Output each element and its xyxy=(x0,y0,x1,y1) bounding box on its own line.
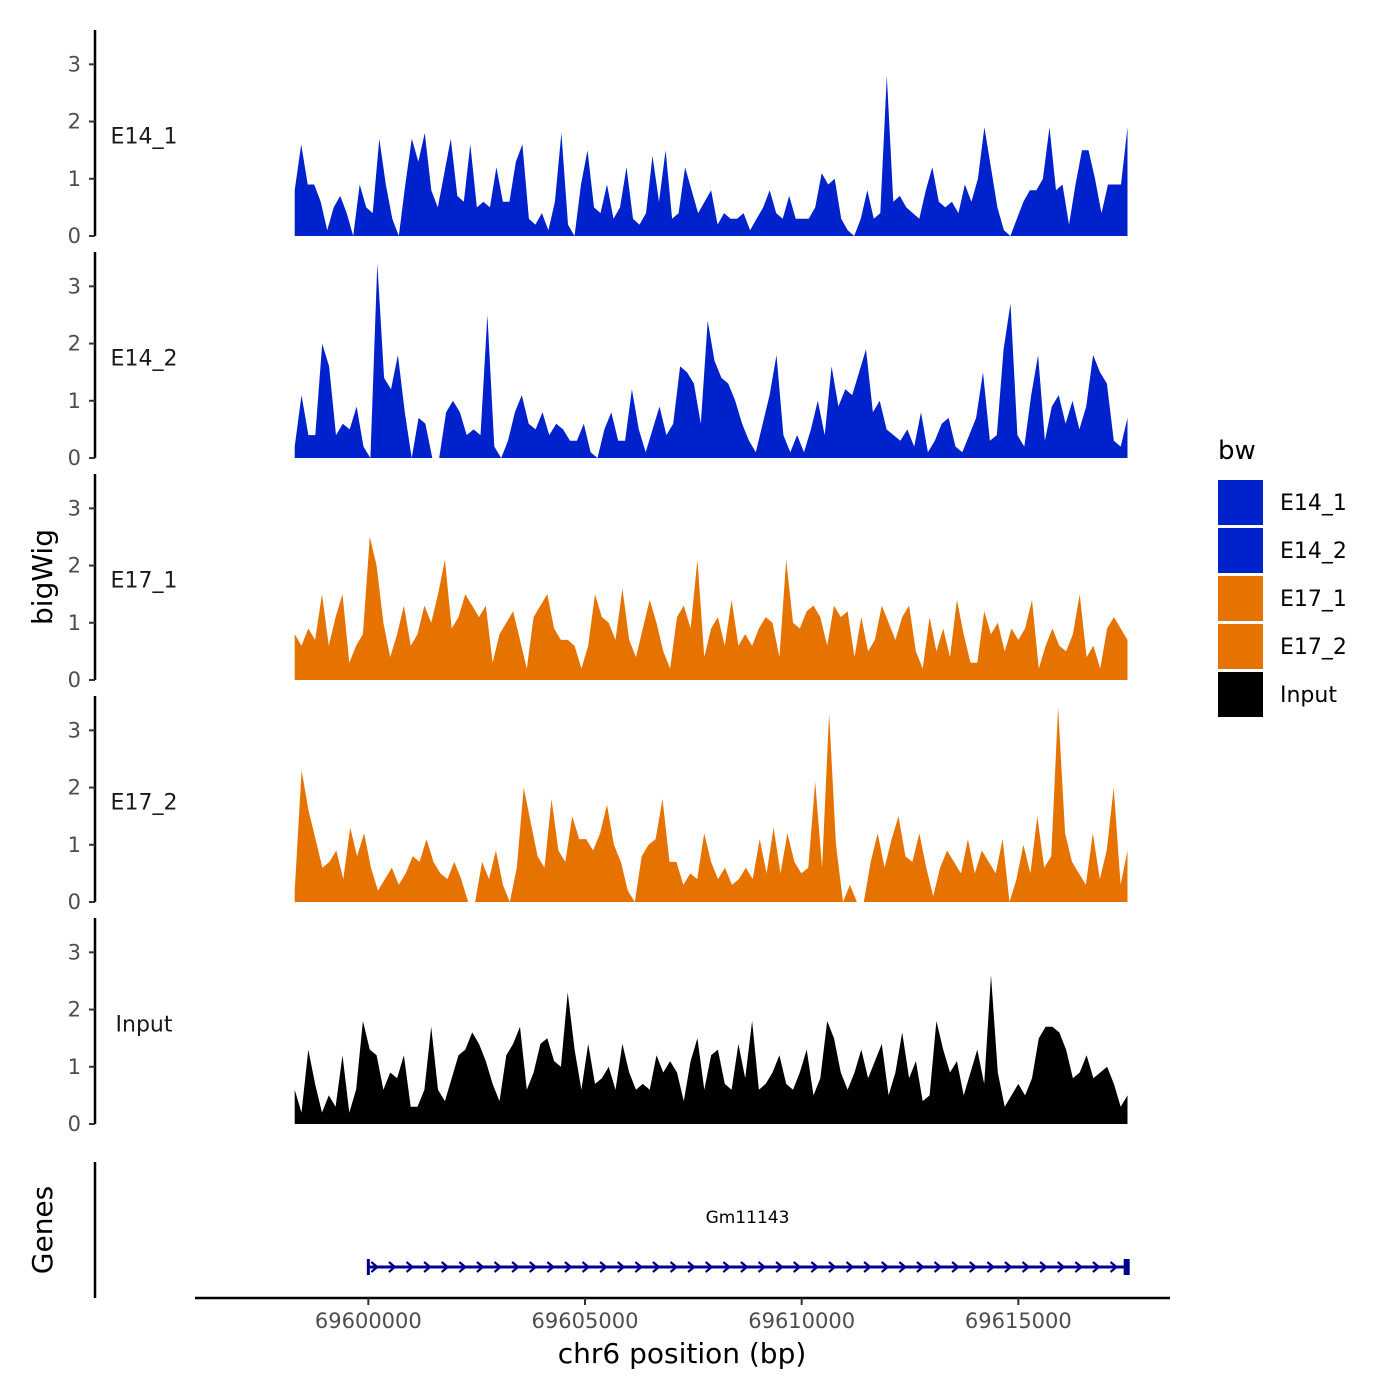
x-axis-title: chr6 position (bp) xyxy=(558,1337,807,1370)
track-label-E17_1: E17_1 xyxy=(111,569,178,594)
x-tick-label: 69600000 xyxy=(315,1309,422,1333)
legend-title: bw xyxy=(1218,436,1256,466)
gene-Gm11143: Gm11143 xyxy=(366,1208,1130,1275)
track-panel-E14_2: 0 1 2 3 E14_2 xyxy=(68,252,1128,470)
y-tick-label: 2 xyxy=(68,554,81,578)
legend-key-E14_2 xyxy=(1218,528,1263,573)
y-tick-label: 3 xyxy=(68,496,81,520)
y-tick-label: 3 xyxy=(68,718,81,742)
x-ticks: 69600000 69605000 69610000 69615000 xyxy=(315,1298,1072,1333)
legend-label-E17_1: E17_1 xyxy=(1280,587,1347,612)
y-tick-label: 2 xyxy=(68,776,81,800)
y-tick-label: 0 xyxy=(68,224,81,248)
signal-area-E14_1 xyxy=(294,75,1128,236)
x-axis: 69600000 69605000 69610000 69615000 chr6 po… xyxy=(195,1296,1170,1370)
legend-items: E14_1 E14_2 E17_1 E17_2 Input xyxy=(1218,480,1347,717)
legend-key-E17_2 xyxy=(1218,624,1263,669)
y-tick-label: 1 xyxy=(68,1055,81,1079)
legend-label-E17_2: E17_2 xyxy=(1280,635,1347,660)
genes-axis-title: Genes xyxy=(26,1186,59,1274)
y-tick-label: 0 xyxy=(68,446,81,470)
legend: bw E14_1 E14_2 E17_1 E17_2 Input xyxy=(1218,436,1347,717)
y-tick-label: 1 xyxy=(68,167,81,191)
track-panel-E17_2: 0 1 2 3 E17_2 xyxy=(68,696,1128,914)
x-tick-label: 69605000 xyxy=(532,1309,639,1333)
legend-label-E14_1: E14_1 xyxy=(1280,491,1347,516)
y-tick-label: 2 xyxy=(68,998,81,1022)
track-panel-E17_1: 0 1 2 3 E17_1 xyxy=(68,474,1128,692)
legend-key-E17_1 xyxy=(1218,576,1263,621)
x-tick-label: 69610000 xyxy=(748,1309,855,1333)
signal-area-E14_2 xyxy=(294,263,1128,458)
y-tick-label: 3 xyxy=(68,940,81,964)
y-tick-label: 1 xyxy=(68,833,81,857)
y-tick-label: 2 xyxy=(68,332,81,356)
gene-end-cap xyxy=(1123,1259,1130,1275)
gene-strand-arrows xyxy=(370,1261,1119,1273)
legend-key-Input xyxy=(1218,672,1263,717)
y-tick-label: 3 xyxy=(68,274,81,298)
track-label-Input: Input xyxy=(116,1013,173,1038)
genes-panel: Genes Gm11143 xyxy=(26,1162,1130,1298)
gene-marks: Gm11143 xyxy=(366,1208,1130,1275)
y-tick-label: 0 xyxy=(68,1112,81,1136)
x-tick-label: 69615000 xyxy=(965,1309,1072,1333)
legend-label-Input: Input xyxy=(1280,683,1337,708)
y-tick-label: 0 xyxy=(68,668,81,692)
y-tick-label: 2 xyxy=(68,110,81,134)
signal-area-E17_1 xyxy=(294,536,1128,680)
track-panel-E14_1: 0 1 2 3 E14_1 xyxy=(68,30,1128,248)
gene-label: Gm11143 xyxy=(706,1208,790,1228)
y-tick-label: 1 xyxy=(68,611,81,635)
y-tick-label: 1 xyxy=(68,389,81,413)
track-label-E17_2: E17_2 xyxy=(111,791,178,816)
track-label-E14_2: E14_2 xyxy=(111,347,178,372)
legend-label-E14_2: E14_2 xyxy=(1280,539,1347,564)
signal-area-Input xyxy=(294,975,1128,1124)
y-axis-title: bigWig xyxy=(26,529,59,625)
y-tick-label: 0 xyxy=(68,890,81,914)
track-label-E14_1: E14_1 xyxy=(111,125,178,150)
track-panels: 0 1 2 3 E14_1 0 1 2 3 E14_2 0 1 2 3 E17_1 0 1 2 3 E17_2 0 1 2 3… xyxy=(68,30,1128,1136)
signal-area-E17_2 xyxy=(294,707,1128,902)
y-tick-label: 3 xyxy=(68,52,81,76)
track-panel-Input: 0 1 2 3 Input xyxy=(68,918,1128,1136)
legend-key-E14_1 xyxy=(1218,480,1263,525)
